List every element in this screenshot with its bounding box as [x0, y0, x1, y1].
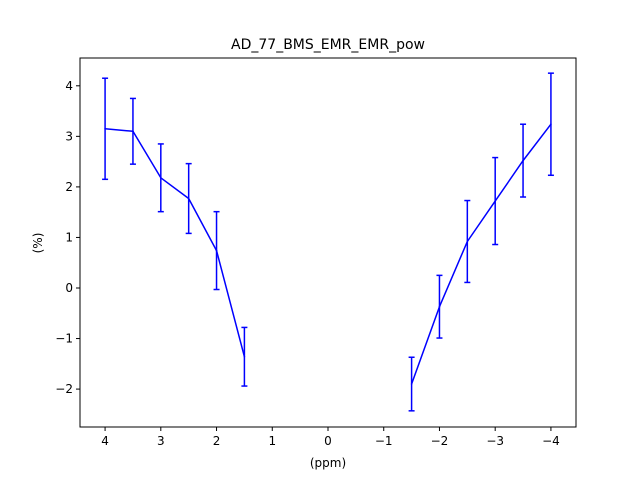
x-tick-label: 4 [101, 434, 109, 448]
x-tick-label: 2 [213, 434, 221, 448]
series-line [410, 123, 552, 385]
series-line [105, 128, 246, 357]
y-tick-label: 2 [65, 180, 73, 194]
y-tick-label: 3 [65, 129, 73, 143]
data-point [438, 305, 441, 308]
x-tick-label: −4 [542, 434, 560, 448]
y-tick-label: −1 [55, 332, 73, 346]
x-axis-ticks: 4 3 2 1 0 −1 −2 −3 −4 [101, 427, 560, 448]
x-tick-label: −2 [431, 434, 449, 448]
data-point [494, 200, 496, 202]
plot-area-frame [79, 57, 577, 428]
data-point [187, 197, 190, 200]
y-tick-label: 4 [65, 79, 73, 93]
data-point [243, 355, 246, 358]
data-point [522, 159, 524, 162]
plot-content [102, 72, 554, 412]
data-point [104, 127, 106, 130]
x-tick-label: −1 [375, 434, 393, 448]
data-point [410, 383, 413, 385]
data-point [160, 176, 162, 179]
x-axis-label: (ppm) [310, 456, 346, 470]
y-axis-label: (%) [31, 233, 45, 254]
y-tick-label: 1 [65, 230, 73, 244]
x-tick-label: 1 [268, 434, 276, 448]
data-point [215, 249, 218, 252]
y-tick-label: 0 [65, 281, 73, 295]
data-point [466, 240, 469, 243]
y-axis-ticks: 4 3 2 1 0 −1 −2 [55, 79, 80, 396]
x-tick-label: −3 [486, 434, 504, 448]
x-tick-label: 0 [324, 434, 332, 448]
data-point [550, 123, 552, 126]
chart-title: AD_77_BMS_EMR_EMR_pow [231, 37, 425, 53]
data-point [132, 130, 134, 133]
y-tick-label: −2 [55, 382, 73, 396]
x-tick-label: 3 [157, 434, 165, 448]
